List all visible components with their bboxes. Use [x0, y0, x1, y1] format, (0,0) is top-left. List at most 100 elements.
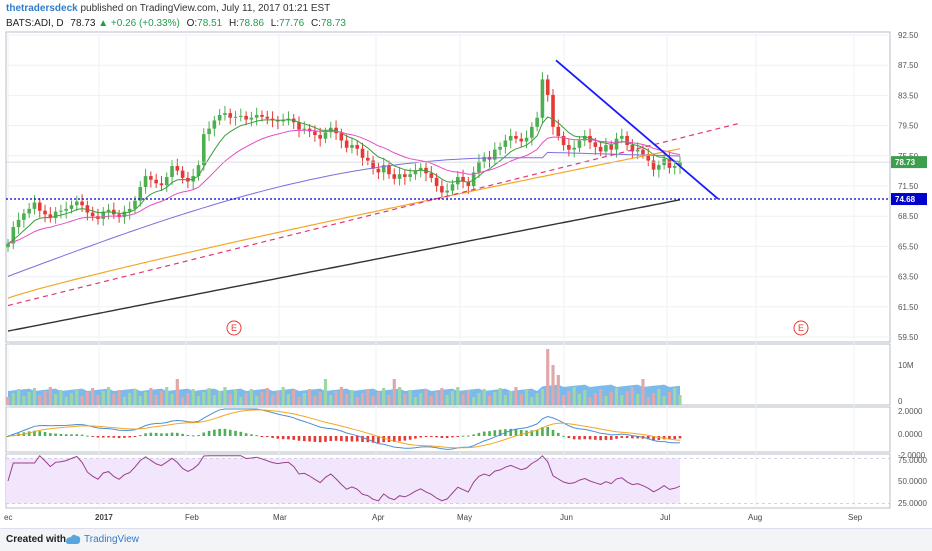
volume-bar	[91, 388, 95, 405]
candle-body	[657, 165, 661, 170]
volume-bar	[397, 387, 402, 405]
support-price-tag	[891, 193, 927, 206]
volume-bar	[196, 396, 201, 405]
macd-histogram-bar	[255, 435, 258, 437]
volume-bar	[260, 392, 264, 405]
candle-body	[551, 94, 555, 127]
candle-body	[582, 135, 587, 141]
candle-body	[106, 209, 111, 212]
volume-bar	[641, 379, 645, 405]
volume-bar	[170, 394, 174, 405]
volume-bar	[345, 394, 349, 405]
macd-histogram-bar	[228, 429, 232, 436]
volume-bar	[609, 392, 613, 405]
macd-histogram-bar	[567, 436, 571, 439]
candle-body	[254, 114, 259, 118]
macd-histogram-bar	[678, 436, 682, 439]
macd-axis-label: 0.0000	[898, 430, 923, 439]
macd-histogram-bar	[556, 432, 560, 436]
rsi-axis-label: 50.0000	[898, 477, 927, 486]
candle-body	[239, 115, 243, 117]
volume-bar	[329, 395, 333, 405]
volume-bar	[419, 393, 423, 405]
candle-body	[37, 202, 42, 211]
volume-bar	[207, 388, 211, 405]
candle-body	[149, 176, 153, 180]
publish-line: thetradersdeck published on TradingView.…	[6, 3, 330, 14]
macd-histogram-bar	[472, 434, 475, 436]
price-tick-label: 71.50	[898, 182, 919, 191]
macd-histogram-bar	[101, 436, 105, 438]
candle-body	[265, 116, 270, 119]
volume-bar	[350, 390, 354, 405]
candle-body	[43, 210, 47, 215]
macd-histogram-bar	[38, 431, 42, 436]
volume-bar	[32, 388, 37, 405]
volume-bar	[138, 396, 142, 405]
volume-bar	[434, 392, 439, 405]
macd-histogram-bar	[6, 436, 10, 437]
macd-histogram-bar	[318, 436, 322, 443]
open-value: 78.51	[197, 18, 223, 29]
candle-body	[530, 126, 534, 138]
tradingview-brand[interactable]: TradingView	[84, 534, 140, 545]
volume-bar	[339, 387, 343, 405]
candle-body	[440, 186, 444, 193]
volume-bar	[387, 395, 391, 405]
volume-bar	[117, 390, 121, 405]
macd-signal-line	[7, 409, 681, 449]
macd-histogram-bar	[493, 430, 497, 436]
macd-histogram-bar	[451, 436, 454, 438]
earnings-marker	[226, 320, 242, 336]
volume-bar	[286, 394, 291, 405]
macd-histogram-bar	[213, 429, 216, 436]
candle-body	[360, 148, 365, 158]
macd-histogram-bar	[519, 429, 523, 436]
macd-histogram-bar	[144, 433, 147, 436]
volume-bar	[472, 397, 476, 405]
candle-body	[614, 138, 619, 150]
volume-bar	[546, 349, 550, 405]
volume-bar	[646, 397, 650, 405]
macd-histogram-bar	[197, 435, 200, 437]
macd-histogram-bar	[398, 436, 401, 442]
candle-body	[567, 145, 571, 150]
price-tick-label: 92.50	[898, 31, 919, 40]
price-chart[interactable]: 92.5087.5083.5079.5075.5071.5068.5065.50…	[0, 0, 932, 528]
candle-body	[445, 190, 449, 193]
author-link[interactable]: thetradersdeck	[6, 3, 78, 14]
macd-histogram-bar	[265, 436, 269, 438]
candle-body	[339, 133, 344, 141]
macd-histogram-bar	[646, 436, 650, 440]
candle-body	[498, 146, 502, 150]
macd-histogram-bar	[54, 433, 57, 436]
volume-bar	[561, 395, 566, 405]
candle-body	[101, 211, 106, 219]
candle-body	[408, 174, 412, 177]
macd-histogram-bar	[292, 436, 296, 440]
volume-bar	[408, 390, 412, 405]
volume-bar	[59, 390, 63, 405]
footer-bar: Created with TradingView	[0, 528, 932, 551]
rsi-line	[7, 455, 681, 502]
macd-histogram-bar	[377, 436, 380, 443]
candle-body	[524, 137, 529, 142]
volume-bar	[519, 394, 523, 405]
price-tick-label: 59.50	[898, 333, 919, 342]
volume-bar	[440, 388, 444, 405]
candle-body	[201, 134, 206, 166]
macd-histogram-bar	[313, 436, 317, 442]
volume-bar	[6, 397, 10, 405]
macd-histogram-bar	[181, 433, 184, 436]
macd-histogram-bar	[382, 436, 385, 443]
candle-body	[32, 202, 37, 209]
volume-bar	[630, 387, 634, 405]
volume-bar	[366, 389, 370, 405]
macd-histogram-bar	[509, 428, 512, 436]
x-axis-label: Apr	[372, 513, 385, 522]
earnings-marker	[793, 320, 809, 336]
candle-body	[59, 210, 63, 212]
volume-bar	[101, 391, 105, 405]
created-with-label: Created with	[6, 534, 67, 545]
macd-histogram-bar	[530, 430, 534, 436]
